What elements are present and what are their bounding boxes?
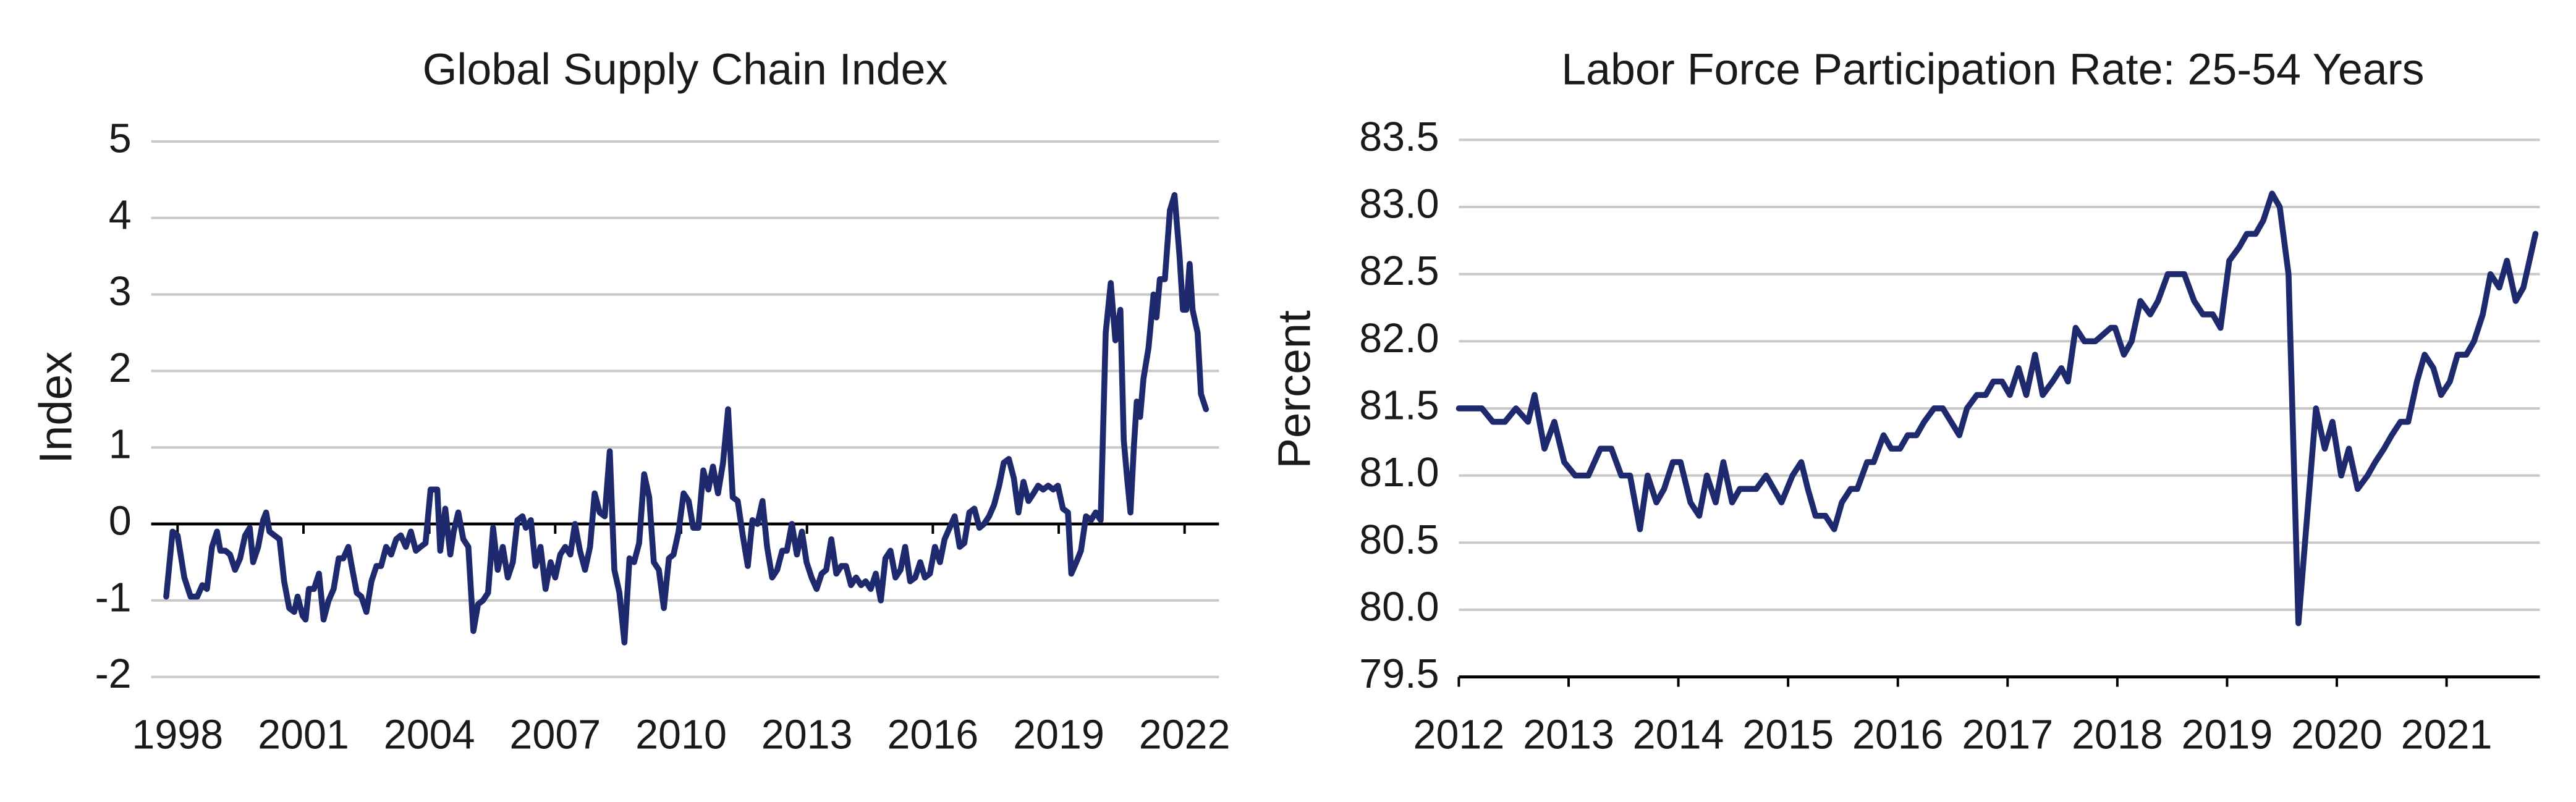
x-tick-label: 2015: [1742, 712, 1834, 758]
x-tick-label: 2013: [761, 712, 853, 758]
data-line: [1455, 190, 2539, 627]
y-tick-label: 79.5: [1359, 651, 1439, 697]
x-tick-label: 2012: [1413, 712, 1505, 758]
y-tick-label: 5: [109, 116, 132, 162]
y-tick-label: 4: [109, 192, 132, 238]
x-tick-label: 2017: [1962, 712, 2053, 758]
data-line: [163, 192, 1210, 646]
y-tick-label: 81.0: [1359, 450, 1439, 496]
y-tick-label: 81.5: [1359, 383, 1439, 429]
x-tick-label: 2022: [1139, 712, 1231, 758]
x-tick-label: 2018: [2072, 712, 2163, 758]
x-tick-label: 2014: [1633, 712, 1724, 758]
y-tick-label: 80.5: [1359, 517, 1439, 563]
x-tick-label: 2020: [2291, 712, 2383, 758]
chart-title: Global Supply Chain Index: [423, 44, 948, 94]
y-tick-label: 2: [109, 345, 132, 391]
x-tick-label: 2019: [2182, 712, 2273, 758]
x-tick-label: 2016: [1852, 712, 1944, 758]
y-axis-label: Index: [30, 352, 81, 464]
x-tick-label: 2019: [1013, 712, 1104, 758]
y-tick-label: -1: [95, 575, 132, 620]
x-tick-label: 2004: [384, 712, 475, 758]
y-tick-label: 82.5: [1359, 248, 1439, 294]
y-tick-label: 83.0: [1359, 182, 1439, 227]
y-tick-label: 80.0: [1359, 584, 1439, 630]
x-tick-label: 1998: [132, 712, 223, 758]
y-tick-label: 3: [109, 269, 132, 314]
y-axis-label: Percent: [1269, 310, 1320, 469]
x-tick-label: 2007: [509, 712, 601, 758]
y-tick-label: -2: [95, 651, 132, 697]
x-tick-label: 2021: [2401, 712, 2493, 758]
y-tick-label: 0: [109, 499, 132, 544]
x-tick-label: 2001: [258, 712, 349, 758]
x-tick-label: 2016: [887, 712, 978, 758]
y-tick-label: 82.0: [1359, 316, 1439, 361]
chart-title: Labor Force Participation Rate: 25-54 Ye…: [1561, 44, 2424, 94]
x-tick-label: 2010: [635, 712, 727, 758]
x-tick-label: 2013: [1523, 712, 1614, 758]
y-tick-label: 83.5: [1359, 114, 1439, 160]
y-tick-label: 1: [109, 422, 132, 468]
